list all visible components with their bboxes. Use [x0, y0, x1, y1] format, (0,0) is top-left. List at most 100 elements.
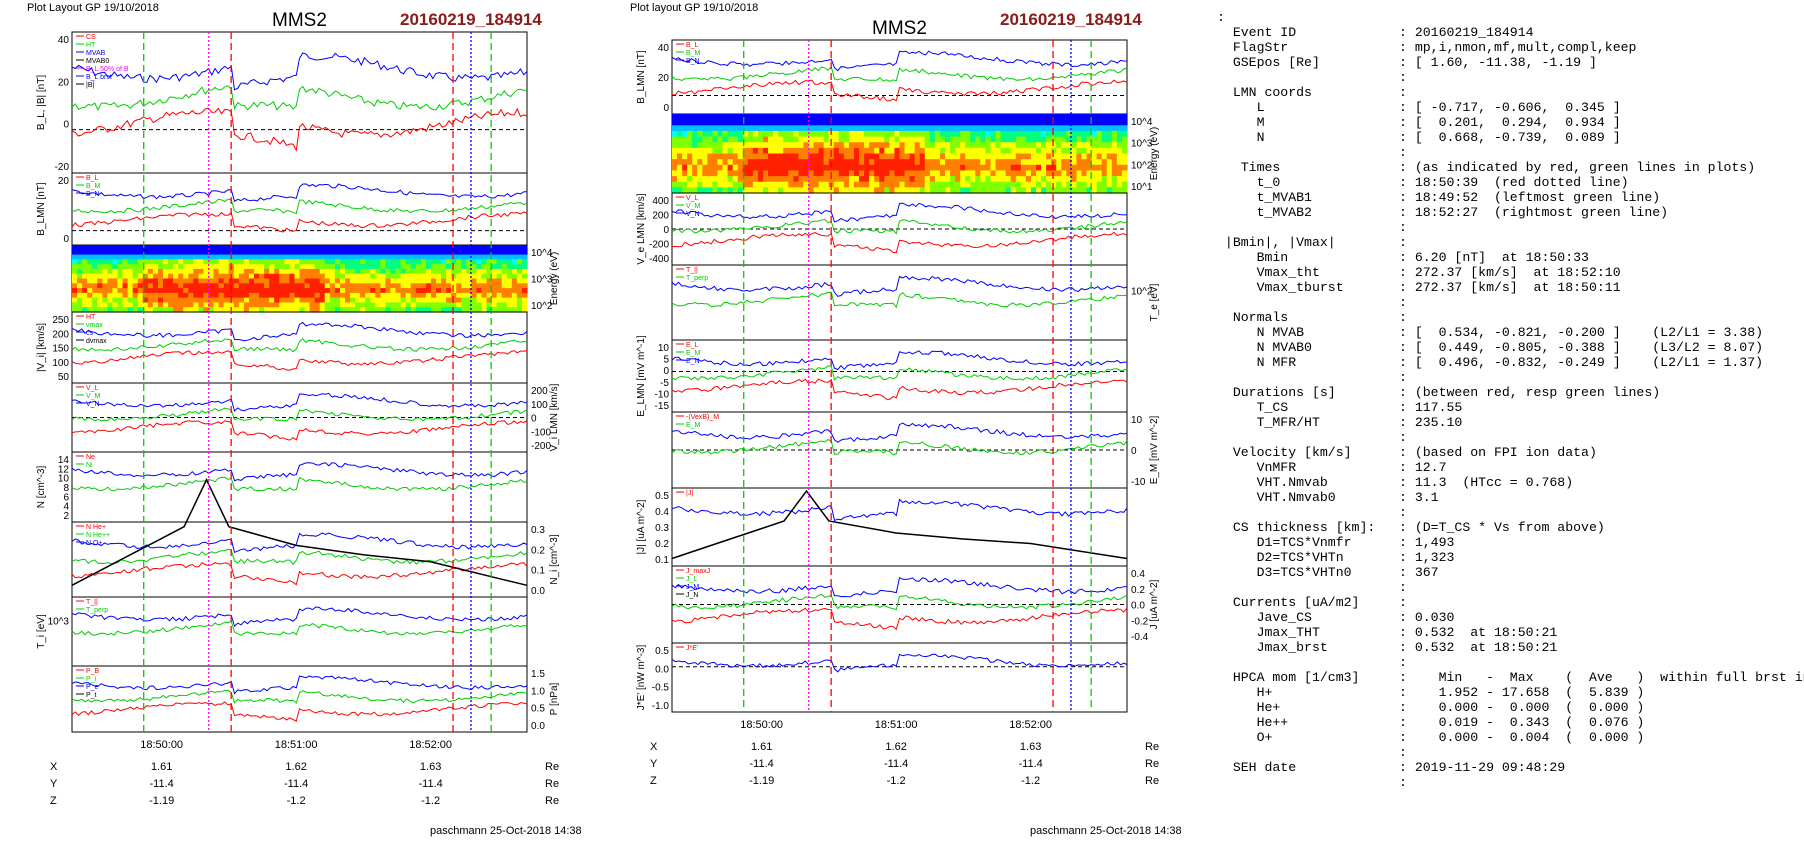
spectrogram-cell	[763, 114, 769, 121]
spectrogram-cell	[879, 114, 885, 121]
spectrogram-cell	[77, 254, 83, 260]
spectrogram-cell	[329, 249, 336, 256]
spectrogram-cell	[1076, 142, 1083, 149]
spectrogram-cell	[430, 264, 437, 270]
spectrogram-cell	[430, 259, 437, 265]
spectrogram-cell	[773, 125, 779, 132]
spectrogram-cell	[451, 264, 457, 270]
axis-tick-label: 0.0	[531, 721, 545, 732]
spectrogram-cell	[919, 159, 926, 166]
spectrogram-cell	[712, 130, 719, 138]
spectrogram-cell	[233, 283, 240, 289]
spectrogram-cell	[889, 119, 896, 126]
spectrogram-cell	[965, 136, 971, 143]
spectrogram-cell	[742, 159, 749, 166]
spectrogram-cell	[274, 292, 280, 299]
spectrogram-cell	[904, 147, 911, 155]
spectrogram-cell	[757, 114, 764, 121]
spectrogram-cell	[400, 307, 407, 313]
axis-tick-label: -0.4	[1131, 632, 1149, 643]
spectrogram-cell	[294, 283, 301, 289]
spectrogram-cell	[899, 130, 906, 138]
legend-entry: E_M	[686, 350, 701, 357]
spectrogram-cell	[87, 273, 93, 280]
spectrogram-cell	[405, 302, 412, 308]
spectrogram-cell	[395, 297, 402, 304]
spectrogram-cell	[481, 273, 488, 280]
ephem-value: -1.2	[887, 775, 906, 787]
spectrogram-cell	[350, 245, 356, 251]
spectrogram-cell	[843, 164, 850, 172]
spectrogram-cell	[254, 268, 260, 275]
spectrogram-cell	[400, 302, 407, 308]
spectrogram-cell	[919, 187, 926, 194]
spectrogram-cell	[355, 254, 361, 260]
spectrogram-cell	[142, 249, 149, 256]
spectrogram-cell	[747, 119, 754, 126]
spectrogram-cell	[395, 273, 402, 280]
spectrogram-cell	[147, 249, 154, 256]
spectrogram-cell	[752, 119, 759, 126]
spectrogram-cell	[672, 136, 678, 143]
spectrogram-cell	[390, 249, 397, 256]
spectrogram-cell	[289, 292, 296, 299]
spectrogram-cell	[178, 292, 184, 299]
spectrogram-cell	[400, 288, 407, 294]
legend-entry: cs	[86, 330, 94, 337]
spectrogram-cell	[757, 147, 764, 155]
spectrogram-cell	[894, 130, 901, 138]
spectrogram-cell	[147, 292, 154, 299]
spectrogram-cell	[471, 245, 478, 251]
spectrogram-cell	[304, 307, 311, 313]
spectrogram-cell	[975, 159, 981, 166]
spectrogram-cell	[147, 307, 154, 313]
spectrogram-cell	[441, 254, 447, 260]
spectrogram-cell	[72, 249, 78, 256]
spectrogram-cell	[672, 176, 678, 183]
spectrogram-cell	[707, 136, 714, 143]
spectrogram-cell	[677, 142, 683, 149]
spectrogram-cell	[168, 268, 174, 275]
series-line	[71, 689, 528, 704]
spectrogram-cell	[1041, 119, 1047, 126]
spectrogram-cell	[456, 302, 462, 308]
spectrogram-cell	[496, 307, 503, 313]
spectrogram-cell	[939, 170, 946, 177]
spectrogram-cell	[712, 187, 719, 194]
spectrogram-cell	[950, 147, 956, 155]
spectrogram-cell	[672, 159, 678, 166]
legend-entry: E_L	[686, 342, 699, 349]
spectrogram-cell	[995, 159, 1002, 166]
spectrogram-cell	[294, 307, 301, 313]
spectrogram-cell	[1111, 136, 1118, 143]
info-line: Currents [uA/m2] :	[1217, 595, 1407, 610]
spectrogram-cell	[304, 259, 311, 265]
spectrogram-cell	[768, 153, 774, 160]
spectrogram-cell	[732, 130, 739, 138]
spectrogram-cell	[188, 254, 194, 260]
legend-entry: B_M	[686, 50, 701, 57]
spectrogram-cell	[238, 292, 245, 299]
spectrogram-cell	[152, 249, 159, 256]
spectrogram-cell	[722, 130, 729, 138]
spectrogram-cell	[742, 181, 749, 188]
spectrogram-cell	[682, 136, 688, 143]
spectrogram-cell	[360, 302, 366, 308]
spectrogram-cell	[491, 273, 498, 280]
ephem-value: -11.4	[150, 778, 174, 790]
info-line: GSEpos [Re] : [ 1.60, -11.38, -1.19 ]	[1217, 55, 1597, 70]
spectrogram-cell	[848, 130, 855, 138]
spectrogram-cell	[107, 259, 114, 265]
spectrogram-cell	[1071, 164, 1078, 172]
spectrogram-cell	[147, 302, 154, 308]
spectrogram-cell	[334, 302, 341, 308]
spectrogram-cell	[783, 170, 789, 177]
spectrogram-cell	[1096, 170, 1103, 177]
spectrogram-cell	[456, 307, 462, 313]
spectrogram-cell	[1086, 187, 1093, 194]
legend-entry: B_L	[686, 42, 699, 49]
spectrogram-cell	[985, 164, 992, 172]
spectrogram-cell	[309, 302, 316, 308]
spectrogram-cell	[1076, 153, 1083, 160]
